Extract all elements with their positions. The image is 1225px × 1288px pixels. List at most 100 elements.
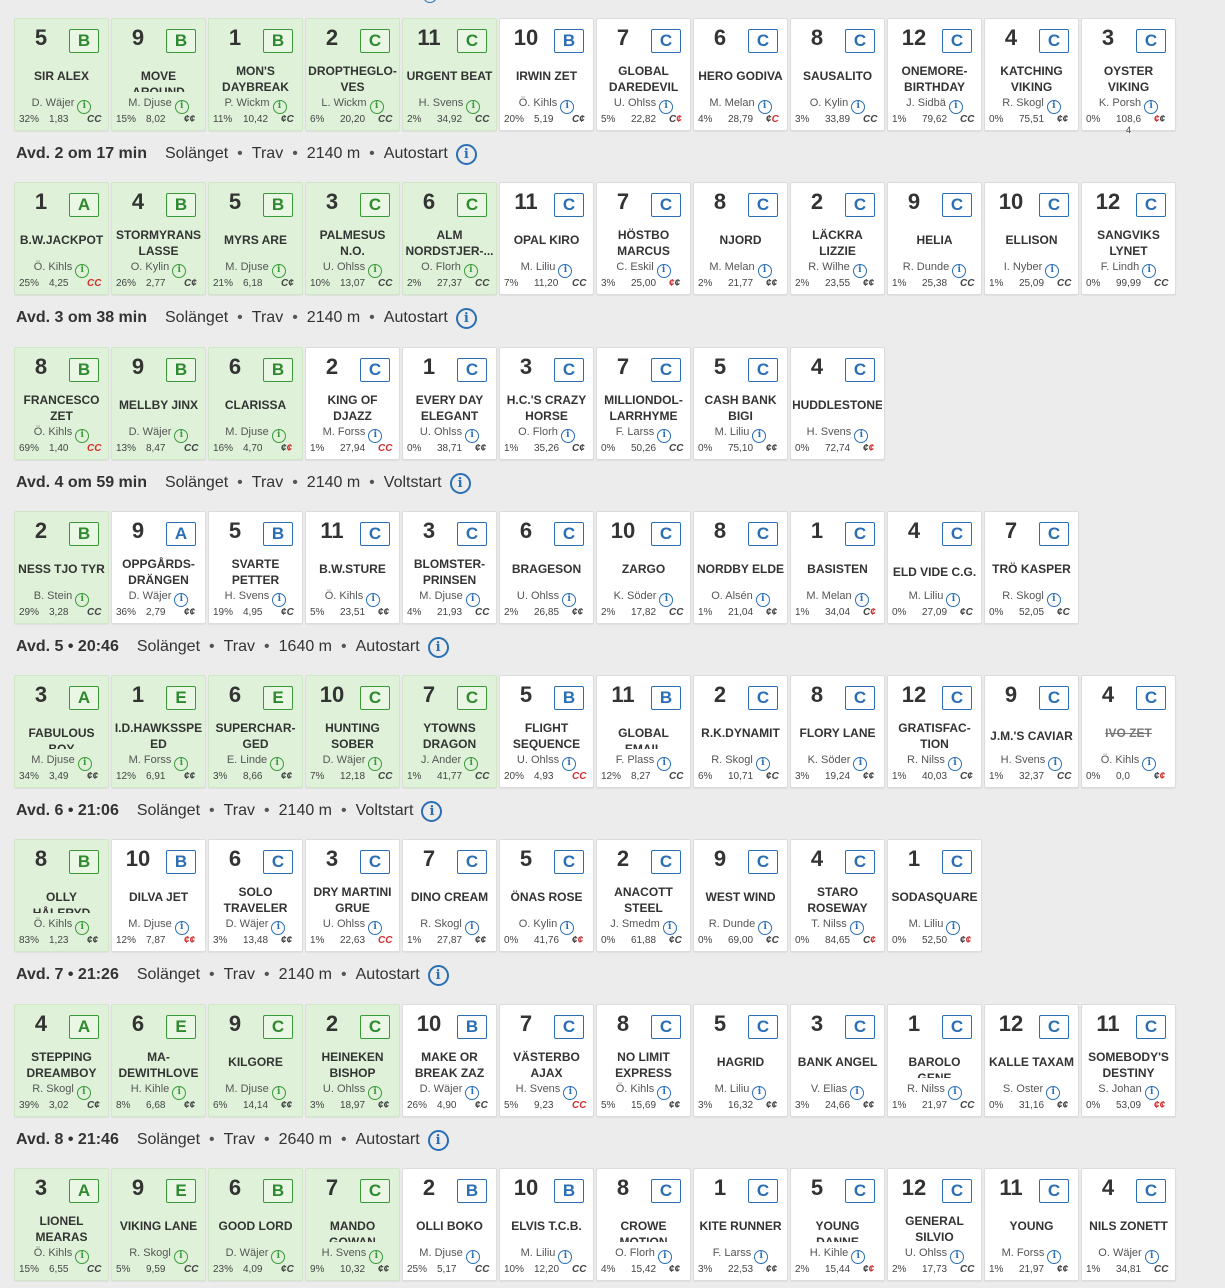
info-icon[interactable]: i — [1046, 100, 1061, 114]
horse-card[interactable]: 6 B GOOD LORD D. Wäjer i 23% 4,09 ¢C — [208, 1168, 303, 1281]
info-icon[interactable]: i — [427, 636, 449, 658]
info-icon[interactable]: i — [1144, 100, 1159, 114]
horse-card[interactable]: 7 C DINO CREAM R. Skogl i 1% 27,87 ¢¢ — [402, 839, 497, 952]
horse-card[interactable]: 9 B MOVE AROUND M. Djuse i 15% 8,02 ¢¢ — [111, 18, 206, 131]
info-icon[interactable]: i — [368, 757, 383, 771]
info-icon[interactable]: i — [369, 1250, 384, 1264]
horse-card[interactable]: 5 B SVARTE PETTER H. Svens i 19% 4,95 ¢C — [208, 511, 303, 624]
info-icon[interactable]: i — [560, 921, 575, 935]
horse-card[interactable]: 3 C OYSTER VIKING K. Porsh i 0% 108,6 ¢¢ 4 — [1081, 18, 1176, 135]
horse-card[interactable]: 11 C YOUNG M. Forss i 1% 21,97 ¢¢ — [984, 1168, 1079, 1281]
info-icon[interactable]: i — [465, 1250, 480, 1264]
info-icon[interactable]: i — [75, 429, 90, 443]
info-icon[interactable]: i — [463, 264, 478, 278]
info-icon[interactable]: i — [449, 472, 471, 494]
info-icon[interactable]: i — [455, 143, 477, 165]
horse-card[interactable]: 9 C HELIA R. Dunde i 1% 25,38 CC — [887, 182, 982, 295]
info-icon[interactable]: i — [368, 1086, 383, 1100]
info-icon[interactable]: i — [851, 100, 866, 114]
horse-card[interactable]: 1 E I.D.HAWKSSPE ED M. Forss i 12% 6,91 ¢¢ — [111, 675, 206, 788]
horse-card[interactable]: 4 A STEPPING DREAMBOY R. Skogl i 39% 3,02 C¢ — [14, 1004, 109, 1117]
horse-card[interactable]: 10 B ELVIS T.C.B. M. Liliu i 10% 12,20 CC — [499, 1168, 594, 1281]
horse-card[interactable]: 8 C FLORY LANE K. Söder i 3% 19,24 ¢¢ — [790, 675, 885, 788]
horse-card[interactable]: 8 B FRANCESCO ZET Ö. Kihls i 69% 1,40 CC — [14, 347, 109, 460]
info-icon[interactable]: i — [172, 1086, 187, 1100]
horse-card[interactable]: 12 C GRATISFAC-TION R. Nilss i 1% 40,03 C¢ — [887, 675, 982, 788]
info-icon[interactable]: i — [558, 264, 573, 278]
info-icon[interactable]: i — [174, 593, 189, 607]
info-icon[interactable]: i — [271, 264, 286, 278]
horse-card[interactable]: 2 C LÄCKRA LIZZIE R. Wilhe i 2% 23,55 ¢¢ — [790, 182, 885, 295]
info-icon[interactable]: i — [466, 100, 481, 114]
horse-card[interactable]: 11 B GLOBAL EMAIL F. Plass i 12% 8,27 CC — [596, 675, 691, 788]
horse-card[interactable]: 8 C NO LIMIT EXPRESS Ö. Kihls i 5% 15,69 ¢¢ — [596, 1004, 691, 1117]
info-icon[interactable]: i — [1142, 264, 1157, 278]
horse-card[interactable]: 2 C R.K.DYNAMIT R. Skogl i 6% 10,71 ¢C — [693, 675, 788, 788]
horse-card[interactable]: 4 C STARO ROSEWAY T. Nilss i 0% 84,65 C¢ — [790, 839, 885, 952]
info-icon[interactable]: i — [1144, 1086, 1159, 1100]
horse-card[interactable]: 3 C H.C.'S CRAZY HORSE O. Florh i 1% 35,26 C¢ — [499, 347, 594, 460]
horse-card[interactable]: 1 B MON'S DAYBREAK P. Wickm i 11% 10,42 ¢C — [208, 18, 303, 131]
info-icon[interactable]: i — [947, 1086, 962, 1100]
info-icon[interactable]: i — [465, 593, 480, 607]
horse-card[interactable]: 10 C HUNTING SOBER D. Wäjer i 7% 12,18 CC — [305, 675, 400, 788]
info-icon[interactable]: i — [757, 264, 772, 278]
info-icon[interactable]: i — [657, 429, 672, 443]
info-icon[interactable]: i — [562, 593, 577, 607]
horse-card[interactable]: 3 A FABULOUS BOY M. Djuse i 34% 3,49 ¢¢ — [14, 675, 109, 788]
info-icon[interactable]: i — [755, 593, 770, 607]
info-icon[interactable]: i — [272, 593, 287, 607]
info-icon[interactable]: i — [1142, 757, 1157, 771]
info-icon[interactable]: i — [76, 1086, 91, 1100]
horse-card[interactable]: 7 C MILLIONDOL-LARRHYME F. Larss i 0% 50,26 CC — [596, 347, 691, 460]
info-icon[interactable]: i — [1048, 757, 1063, 771]
info-icon[interactable]: i — [464, 921, 479, 935]
info-icon[interactable]: i — [1045, 264, 1060, 278]
info-icon[interactable]: i — [173, 1250, 188, 1264]
info-icon[interactable]: i — [757, 100, 772, 114]
info-icon[interactable]: i — [659, 593, 674, 607]
horse-card[interactable]: 1 A B.W.JACKPOT Ö. Kihls i 25% 4,25 CC — [14, 182, 109, 295]
info-icon[interactable]: i — [1046, 1086, 1061, 1100]
horse-card[interactable]: 3 C BANK ANGEL V. Elias i 3% 24,66 ¢¢ — [790, 1004, 885, 1117]
horse-card[interactable]: 3 C DRY MARTINI GRUE U. Ohlss i 1% 22,63 CC — [305, 839, 400, 952]
horse-card[interactable]: 6 C SOLO TRAVELER D. Wäjer i 3% 13,48 ¢¢ — [208, 839, 303, 952]
info-icon[interactable]: i — [368, 921, 383, 935]
horse-card[interactable]: 7 C GLOBAL DAREDEVIL U. Ohlss i 5% 22,82 C¢ — [596, 18, 691, 131]
info-icon[interactable]: i — [950, 1250, 965, 1264]
info-icon[interactable]: i — [560, 100, 575, 114]
horse-card[interactable]: 6 B CLARISSA M. Djuse i 16% 4,70 ¢¢ — [208, 347, 303, 460]
horse-card[interactable]: 2 B NESS TJO TYR B. Stein i 29% 3,28 CC — [14, 511, 109, 624]
horse-card[interactable]: 10 C ZARGO K. Söder i 2% 17,82 CC — [596, 511, 691, 624]
horse-card[interactable]: 8 C CROWE MOTION O. Florh i 4% 15,42 ¢¢ — [596, 1168, 691, 1281]
info-icon[interactable]: i — [465, 429, 480, 443]
info-icon[interactable]: i — [427, 1129, 449, 1151]
horse-card[interactable]: 3 C PALMESUS N.O. U. Ohlss i 10% 13,07 CC — [305, 182, 400, 295]
horse-card[interactable]: 1 C BAROLO GENE R. Nilss i 1% 21,97 CC — [887, 1004, 982, 1117]
horse-card[interactable]: 1 C KITE RUNNER F. Larss i 3% 22,53 ¢¢ — [693, 1168, 788, 1281]
info-icon[interactable] — [423, 0, 437, 3]
info-icon[interactable]: i — [77, 757, 92, 771]
info-icon[interactable]: i — [77, 100, 92, 114]
info-icon[interactable]: i — [271, 1250, 286, 1264]
horse-card[interactable]: 12 C SANGVIKS LYNET F. Lindh i 0% 99,99 CC — [1081, 182, 1176, 295]
horse-card[interactable]: 4 C IVO ZET Ö. Kihls i 0% 0,0 ¢¢ — [1081, 675, 1176, 788]
horse-card[interactable]: 12 C KALLE TAXAM S. Oster i 0% 31,16 ¢¢ — [984, 1004, 1079, 1117]
horse-card[interactable]: 1 C SODASQUARE M. Liliu i 0% 52,50 ¢¢ — [887, 839, 982, 952]
horse-card[interactable]: 1 C EVERY DAY ELEGANT U. Ohlss i 0% 38,71 ¢¢ — [402, 347, 497, 460]
horse-card[interactable]: 4 B STORMYRANS LASSE O. Kylin i 26% 2,77 C¢ — [111, 182, 206, 295]
info-icon[interactable]: i — [755, 757, 770, 771]
info-icon[interactable]: i — [948, 100, 963, 114]
info-icon[interactable]: i — [754, 1250, 769, 1264]
info-icon[interactable]: i — [853, 757, 868, 771]
horse-card[interactable]: 5 C HAGRID M. Liliu i 3% 16,32 ¢¢ — [693, 1004, 788, 1117]
horse-card[interactable]: 6 C ALM NORDSTJER-... O. Florh i 2% 27,37 CC — [402, 182, 497, 295]
horse-card[interactable]: 11 C SOMEBODY'S DESTINY S. Johan i 0% 53,09 ¢¢ — [1081, 1004, 1176, 1117]
info-icon[interactable]: i — [657, 757, 672, 771]
horse-card[interactable]: 4 C NILS ZONETT O. Wäjer i 1% 34,81 CC — [1081, 1168, 1176, 1281]
info-icon[interactable]: i — [75, 921, 90, 935]
horse-card[interactable]: 9 B MELLBY JINX D. Wäjer i 13% 8,47 CC — [111, 347, 206, 460]
horse-card[interactable]: 3 A LIONEL MEARAS Ö. Kihls i 15% 6,55 CC — [14, 1168, 109, 1281]
info-icon[interactable]: i — [366, 593, 381, 607]
info-icon[interactable]: i — [854, 593, 869, 607]
